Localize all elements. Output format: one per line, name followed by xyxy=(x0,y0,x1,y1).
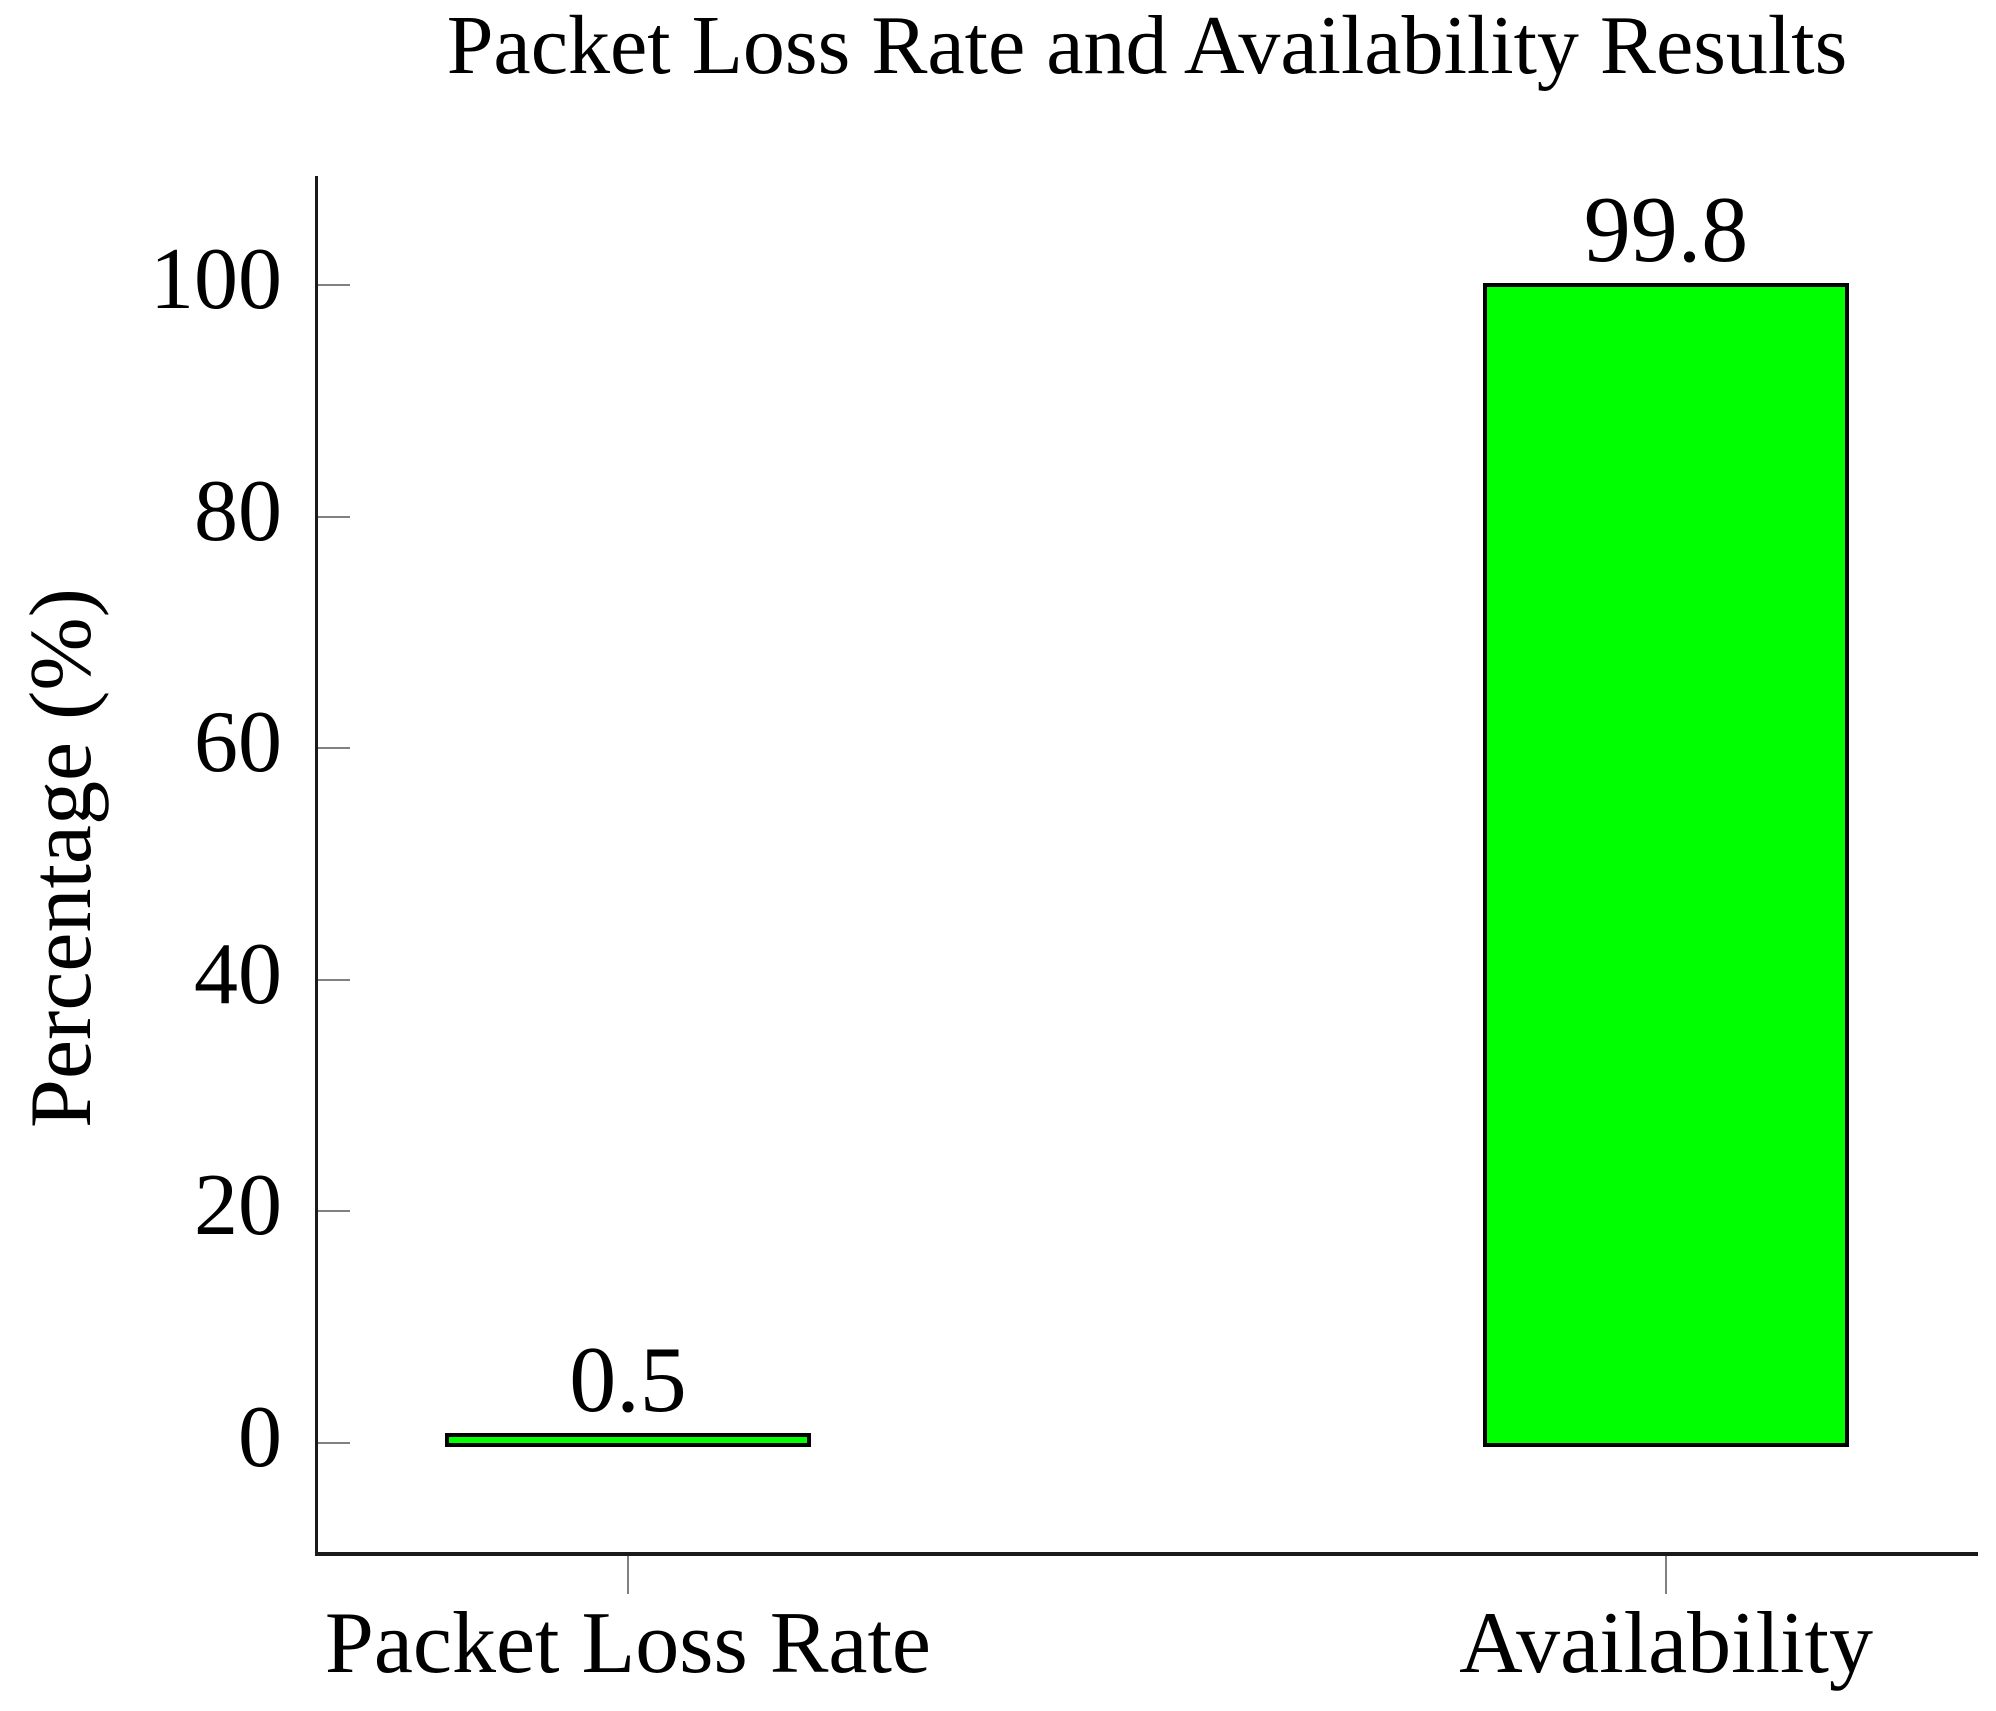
y-axis-label: Percentage (%) xyxy=(13,588,110,1128)
y-tick-mark-20 xyxy=(318,1210,350,1213)
chart-title: Packet Loss Rate and Availability Result… xyxy=(446,0,1848,92)
y-axis-spine xyxy=(315,176,318,1556)
bar-value-label-packet-loss-rate: 0.5 xyxy=(569,1328,687,1433)
y-tick-mark-40 xyxy=(318,978,350,981)
x-tick-mark-packet-loss-rate xyxy=(626,1556,629,1594)
y-tick-label-40: 40 xyxy=(194,925,282,1023)
x-axis-spine xyxy=(315,1552,1978,1556)
y-tick-mark-0 xyxy=(318,1442,350,1445)
bar-value-label-availability: 99.8 xyxy=(1583,178,1749,283)
x-tick-mark-availability xyxy=(1665,1556,1668,1594)
y-tick-label-80: 80 xyxy=(194,462,282,560)
y-tick-mark-60 xyxy=(318,747,350,750)
bar-packet-loss-rate xyxy=(444,1433,811,1448)
y-tick-label-20: 20 xyxy=(194,1157,282,1255)
x-category-label-availability: Availability xyxy=(1459,1595,1873,1692)
y-tick-mark-80 xyxy=(318,515,350,518)
y-tick-mark-100 xyxy=(318,283,350,286)
y-tick-label-100: 100 xyxy=(150,230,282,328)
y-tick-label-0: 0 xyxy=(238,1389,282,1487)
bar-availability xyxy=(1483,283,1850,1448)
x-category-label-packet-loss-rate: Packet Loss Rate xyxy=(324,1595,931,1692)
y-tick-label-60: 60 xyxy=(194,694,282,792)
